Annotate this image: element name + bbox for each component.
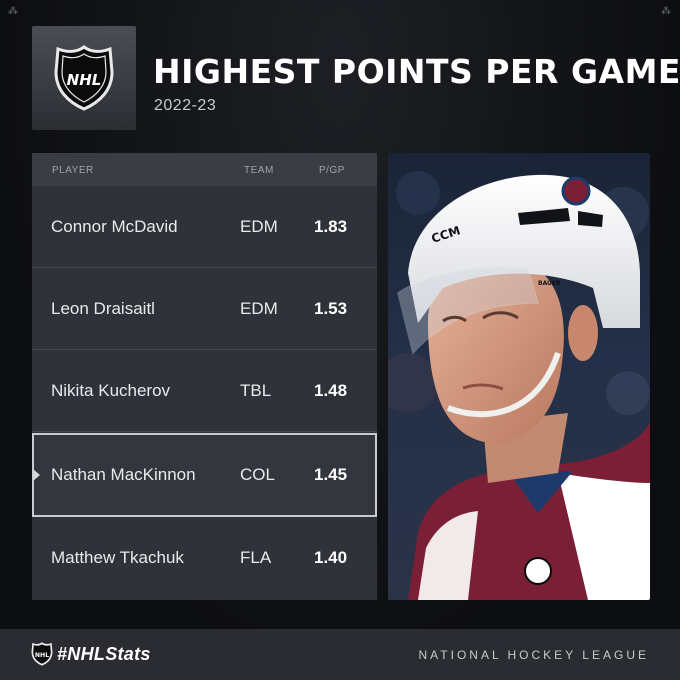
points-per-game: 1.83 xyxy=(314,216,348,236)
helmet-team-logo-icon xyxy=(561,176,591,206)
player-name: Connor McDavid xyxy=(51,216,178,236)
table-row-highlighted: Nathan MacKinnon COL 1.45 xyxy=(32,433,377,517)
column-header-pgp: P/GP xyxy=(319,165,345,176)
table-header: PLAYER TEAM P/GP xyxy=(32,153,377,186)
table-row: Leon Draisaitl EDM 1.53 xyxy=(32,268,377,350)
corner-mark-right-icon: ⁂ xyxy=(661,6,672,17)
team-abbrev: EDM xyxy=(240,216,278,236)
footer-nhl-shield-icon: NHL xyxy=(31,642,53,666)
player-illustration: CCM BAUER xyxy=(388,171,650,600)
points-per-game: 1.53 xyxy=(314,298,348,318)
season-label: 2022-23 xyxy=(154,97,217,114)
league-name: NATIONAL HOCKEY LEAGUE xyxy=(418,648,649,662)
hashtag-label: #NHLStats xyxy=(57,644,151,664)
visor-brand-text: BAUER xyxy=(538,280,561,287)
nhl-shield-icon: NHL xyxy=(54,45,114,111)
player-photo: CCM BAUER xyxy=(388,153,650,600)
player-name: Nikita Kucherov xyxy=(51,380,171,400)
table-row: Matthew Tkachuk FLA 1.40 xyxy=(32,517,377,599)
footer-logo-text: NHL xyxy=(35,652,49,659)
team-abbrev: COL xyxy=(240,465,275,484)
team-abbrev: TBL xyxy=(240,380,272,400)
table-row: Nikita Kucherov TBL 1.48 xyxy=(32,350,377,432)
footer-bar: NHL #NHLStats NATIONAL HOCKEY LEAGUE xyxy=(0,629,680,680)
player-name: Leon Draisaitl xyxy=(51,298,155,318)
stats-table: PLAYER TEAM P/GP Connor McDavid EDM 1.83… xyxy=(32,153,377,600)
jersey-nhl-shield-icon xyxy=(524,557,552,585)
column-header-team: TEAM xyxy=(244,165,274,176)
nhl-logo-tile: NHL xyxy=(32,26,136,130)
nhl-logo-text: NHL xyxy=(67,71,102,89)
points-per-game: 1.45 xyxy=(314,465,348,484)
points-per-game: 1.48 xyxy=(314,380,348,400)
page-title: HIGHEST POINTS PER GAME xyxy=(153,52,680,91)
points-per-game: 1.40 xyxy=(314,548,348,567)
corner-mark-left-icon: ⁂ xyxy=(8,6,19,17)
player-name: Matthew Tkachuk xyxy=(51,548,184,567)
column-header-player: PLAYER xyxy=(52,165,94,176)
table-row: Connor McDavid EDM 1.83 xyxy=(32,186,377,268)
team-abbrev: EDM xyxy=(240,298,278,318)
row-pointer-icon xyxy=(33,469,40,481)
team-abbrev: FLA xyxy=(240,548,272,567)
player-name: Nathan MacKinnon xyxy=(51,465,196,484)
